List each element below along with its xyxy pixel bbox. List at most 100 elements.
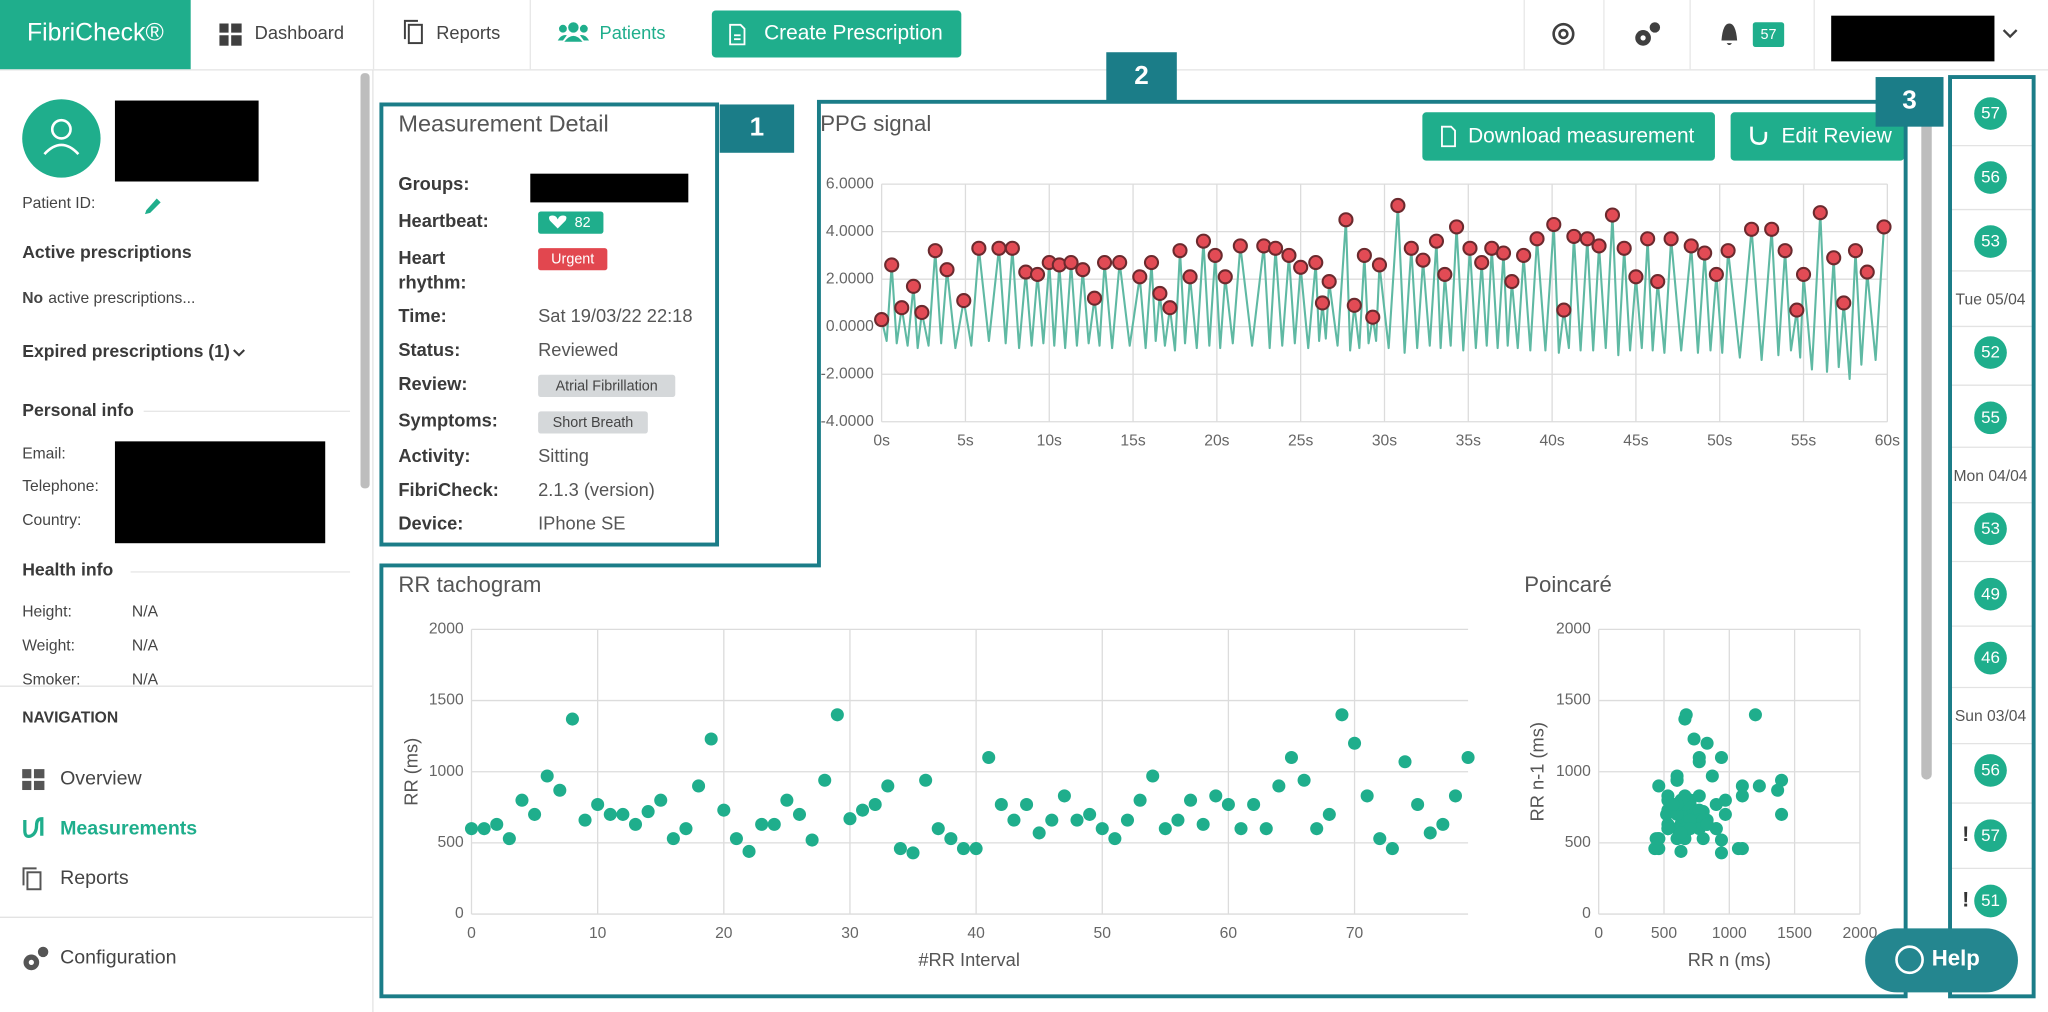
peak-marker	[1546, 216, 1562, 233]
download-icon	[1441, 125, 1456, 148]
charts: PPG signal -4.0000 -2.0000 0.0000 2.0000 4.00…	[398, 111, 1900, 970]
side-nav-item-active[interactable]: Measurements	[60, 817, 197, 839]
peak-marker	[1764, 221, 1780, 237]
rhythm-badge	[538, 248, 608, 271]
section-title: Health info	[22, 559, 113, 579]
timeline-measurement[interactable]	[1974, 884, 2007, 918]
edit-icon[interactable]	[144, 198, 161, 215]
point	[1692, 803, 1706, 817]
settings-icon[interactable]	[1635, 22, 1661, 46]
peak-marker	[1529, 231, 1545, 247]
no-active-rest: active prescriptions...	[48, 290, 195, 307]
nav-item[interactable]: Reports	[436, 22, 500, 43]
review-value: Atrial Fibrillation	[556, 378, 658, 394]
chart-title: PPG signal	[820, 111, 931, 136]
point	[490, 817, 504, 831]
help-button[interactable]	[1865, 928, 2018, 993]
timeline-measurement[interactable]	[1974, 97, 2007, 130]
point	[1158, 822, 1172, 836]
nav-item[interactable]: Dashboard	[255, 22, 344, 43]
peak-marker	[991, 240, 1007, 256]
timeline-heartbeat: 57	[1981, 826, 2000, 845]
edit-review-icon	[1750, 126, 1768, 145]
point	[1661, 822, 1675, 836]
peak-marker	[1876, 219, 1892, 235]
timeline-measurement[interactable]	[1974, 336, 2007, 369]
nav-item-active[interactable]: Patients	[600, 22, 666, 43]
peak-marker	[1663, 231, 1679, 247]
timeline-measurement[interactable]	[1974, 225, 2007, 258]
x-axis-title: #RR Interval	[918, 949, 1020, 970]
point	[830, 708, 844, 722]
peak-marker	[874, 312, 890, 328]
bell-icon[interactable]	[1721, 23, 1738, 46]
point	[1120, 813, 1135, 827]
expired-toggle[interactable]: Expired prescriptions (1)	[22, 341, 230, 361]
point	[994, 797, 1008, 811]
peak-marker	[1789, 302, 1805, 318]
y-tick-label: 500	[1565, 834, 1591, 851]
point	[1032, 826, 1046, 840]
x-tick-label: 5s	[957, 433, 974, 450]
annotation-number: 3	[1902, 85, 1917, 115]
point	[1070, 813, 1084, 827]
download-label[interactable]: Download measurement	[1468, 125, 1694, 148]
timeline-measurement[interactable]	[1974, 512, 2007, 546]
download-button[interactable]	[1422, 112, 1715, 161]
side-nav-item[interactable]: Configuration	[60, 947, 176, 969]
detail-label: Status:	[398, 339, 460, 360]
notification-badge[interactable]	[1752, 22, 1785, 48]
detail-label: Review:	[398, 373, 467, 394]
logo-bg[interactable]	[0, 0, 191, 70]
heartbeat-badge	[538, 211, 604, 234]
peak-marker	[971, 240, 987, 256]
point	[729, 832, 743, 846]
sidebar-scrollbar[interactable]	[360, 73, 370, 489]
patient-id-label: Patient ID:	[22, 195, 95, 212]
edit-review-button[interactable]	[1730, 112, 1905, 161]
create-prescription-button[interactable]	[711, 10, 962, 58]
timeline-measurement[interactable]	[1974, 401, 2007, 435]
edit-review-label[interactable]: Edit Review	[1782, 125, 1893, 148]
y-tick-label: 1000	[1556, 763, 1591, 780]
field-label: Telephone:	[22, 478, 99, 495]
peak-marker	[1462, 240, 1478, 256]
timeline-measurement[interactable]	[1974, 641, 2007, 675]
point	[1705, 769, 1719, 783]
main-scrollbar[interactable]	[1921, 88, 1932, 780]
notification-count[interactable]: 57	[1760, 27, 1776, 43]
annotation-tag	[1875, 77, 1944, 127]
help-label[interactable]: Help	[1932, 946, 1980, 971]
timeline-measurement[interactable]	[1974, 161, 2007, 194]
annotation-number: 1	[750, 112, 765, 142]
point	[1272, 779, 1286, 793]
redacted-groups	[530, 173, 689, 203]
x-tick-label: 40s	[1539, 433, 1564, 450]
side-nav-item[interactable]: Overview	[60, 768, 142, 790]
redacted-user[interactable]	[1831, 15, 1995, 62]
expired-chevron[interactable]	[233, 349, 245, 357]
timeline-measurement[interactable]	[1974, 754, 2007, 787]
support-icon[interactable]	[1552, 22, 1575, 46]
timeline-measurement[interactable]	[1974, 577, 2007, 611]
create-prescription-label[interactable]: Create Prescription	[764, 21, 943, 44]
point	[931, 822, 945, 836]
y-tick-label: 0	[1582, 905, 1591, 922]
logo[interactable]: FibriCheck®	[27, 19, 164, 46]
peak-marker	[1847, 243, 1864, 259]
peak-marker	[1132, 269, 1148, 285]
redacted-contact	[114, 441, 326, 544]
timeline-heartbeat: 55	[1981, 408, 2000, 427]
y-axis-title: RR n-1 (ms)	[1526, 722, 1547, 821]
point	[515, 793, 529, 807]
side-nav-item[interactable]: Reports	[60, 867, 129, 889]
timeline-flag: !	[1962, 823, 1969, 846]
peak-marker	[914, 304, 930, 321]
peak-marker	[1004, 240, 1020, 256]
timeline-measurement[interactable]	[1974, 819, 2007, 853]
user-menu-chevron[interactable]	[2002, 29, 2018, 39]
point	[464, 822, 479, 836]
peak-marker	[1356, 247, 1372, 263]
point	[1411, 797, 1425, 811]
y-tick-label: -4.0000	[821, 413, 874, 430]
